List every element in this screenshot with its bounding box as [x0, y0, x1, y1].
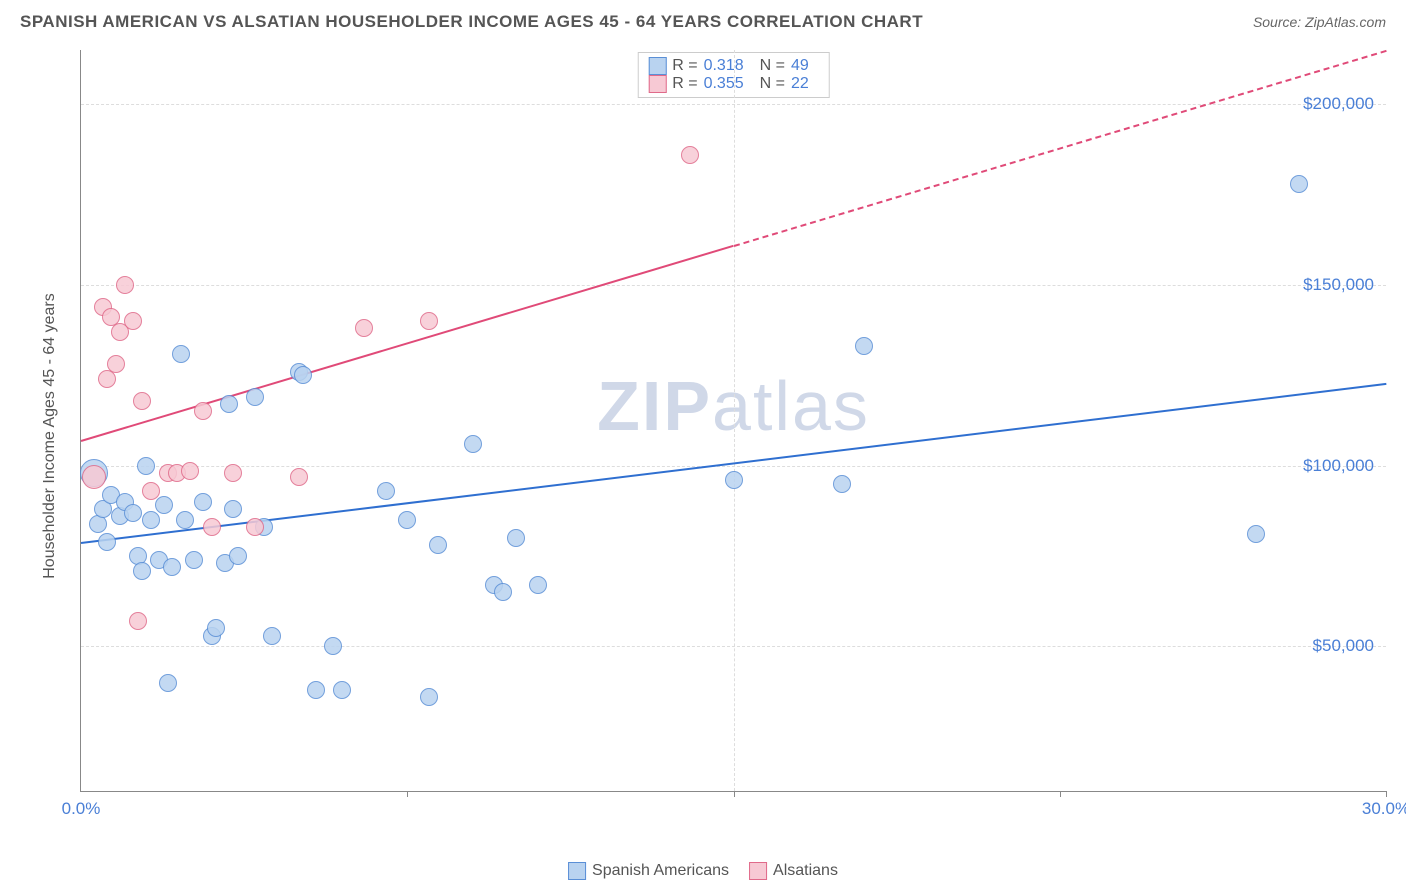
series-swatch — [648, 75, 666, 93]
data-point — [194, 402, 212, 420]
data-point — [224, 464, 242, 482]
data-point — [133, 392, 151, 410]
data-point — [464, 435, 482, 453]
stat-r-label: R = — [672, 57, 697, 75]
data-point — [529, 576, 547, 594]
data-point — [429, 536, 447, 554]
data-point — [176, 511, 194, 529]
data-point — [142, 511, 160, 529]
scatter-plot: ZIPatlas R = 0.318N = 49R = 0.355N = 22 … — [80, 50, 1386, 792]
x-tick-mark — [1386, 791, 1387, 797]
data-point — [207, 619, 225, 637]
legend: Spanish Americans Alsatians — [568, 862, 838, 880]
x-tick-mark — [1060, 791, 1061, 797]
data-point — [324, 637, 342, 655]
data-point — [246, 518, 264, 536]
data-point — [172, 345, 190, 363]
data-point — [1247, 525, 1265, 543]
data-point — [129, 612, 147, 630]
data-point — [82, 465, 106, 489]
data-point — [263, 627, 281, 645]
data-point — [185, 551, 203, 569]
y-tick-label: $100,000 — [1303, 456, 1374, 476]
legend-item: Alsatians — [749, 862, 838, 880]
data-point — [98, 533, 116, 551]
data-point — [124, 504, 142, 522]
data-point — [155, 496, 173, 514]
data-point — [224, 500, 242, 518]
series-swatch — [648, 57, 666, 75]
data-point — [116, 276, 134, 294]
data-point — [294, 366, 312, 384]
data-point — [203, 518, 221, 536]
data-point — [220, 395, 238, 413]
data-point — [420, 688, 438, 706]
x-tick-mark — [407, 791, 408, 797]
data-point — [137, 457, 155, 475]
data-point — [855, 337, 873, 355]
trend-line-dashed — [733, 50, 1386, 247]
data-point — [1290, 175, 1308, 193]
legend-item: Spanish Americans — [568, 862, 729, 880]
data-point — [107, 355, 125, 373]
stat-n-label: N = — [760, 57, 785, 75]
legend-label: Spanish Americans — [592, 862, 729, 880]
data-point — [229, 547, 247, 565]
data-point — [333, 681, 351, 699]
legend-swatch — [749, 862, 767, 880]
stat-r-value: 0.318 — [704, 57, 744, 75]
chart-area: Householder Income Ages 45 - 64 years ZI… — [50, 50, 1386, 822]
data-point — [494, 583, 512, 601]
data-point — [159, 674, 177, 692]
stat-r-value: 0.355 — [704, 75, 744, 93]
data-point — [290, 468, 308, 486]
data-point — [142, 482, 160, 500]
y-tick-label: $200,000 — [1303, 94, 1374, 114]
stat-r-label: R = — [672, 75, 697, 93]
data-point — [681, 146, 699, 164]
data-point — [355, 319, 373, 337]
legend-swatch — [568, 862, 586, 880]
stat-n-value: 49 — [791, 57, 809, 75]
chart-source: Source: ZipAtlas.com — [1253, 14, 1386, 30]
x-tick-label: 0.0% — [62, 799, 101, 819]
data-point — [725, 471, 743, 489]
data-point — [377, 482, 395, 500]
stat-n-value: 22 — [791, 75, 809, 93]
data-point — [246, 388, 264, 406]
stat-n-label: N = — [760, 75, 785, 93]
y-tick-label: $150,000 — [1303, 275, 1374, 295]
data-point — [163, 558, 181, 576]
y-axis-label: Householder Income Ages 45 - 64 years — [41, 293, 59, 579]
data-point — [507, 529, 525, 547]
x-tick-label: 30.0% — [1362, 799, 1406, 819]
data-point — [124, 312, 142, 330]
y-tick-label: $50,000 — [1313, 636, 1374, 656]
gridline-v — [734, 50, 735, 791]
x-tick-mark — [734, 791, 735, 797]
data-point — [194, 493, 212, 511]
data-point — [181, 462, 199, 480]
legend-label: Alsatians — [773, 862, 838, 880]
data-point — [307, 681, 325, 699]
data-point — [833, 475, 851, 493]
data-point — [420, 312, 438, 330]
data-point — [133, 562, 151, 580]
chart-title: SPANISH AMERICAN VS ALSATIAN HOUSEHOLDER… — [20, 12, 923, 32]
data-point — [398, 511, 416, 529]
